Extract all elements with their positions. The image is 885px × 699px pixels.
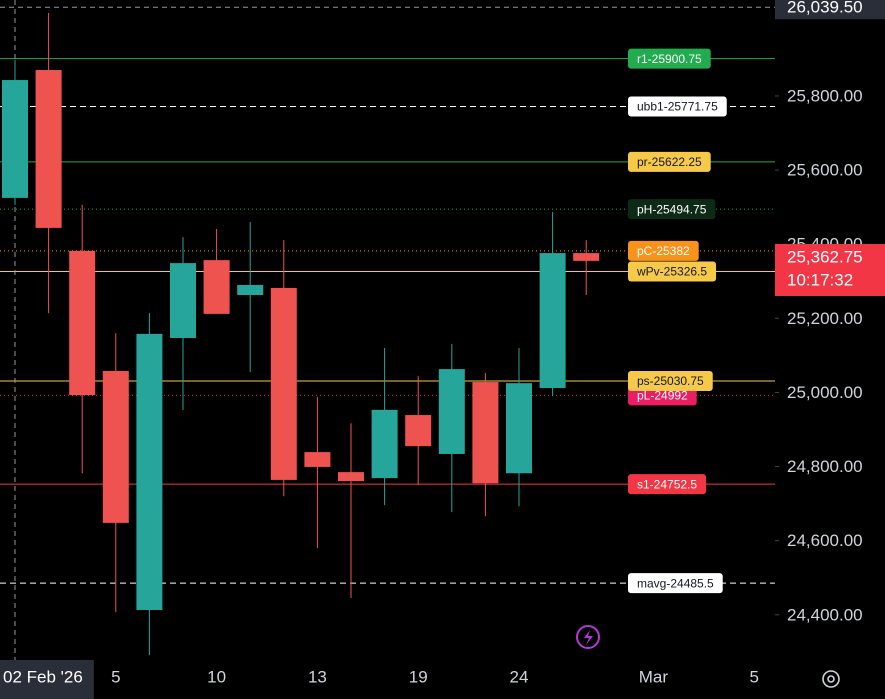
x-tick-label: 24 <box>510 667 529 686</box>
y-tick-label: 24,600.00 <box>787 531 863 550</box>
alert-icon[interactable] <box>576 625 600 649</box>
y-tick-label: 24,800.00 <box>787 457 863 476</box>
candle-body <box>35 70 62 228</box>
level-tag-box <box>628 240 699 261</box>
level-tag-label: ps-25030.75 <box>637 374 704 388</box>
crosshair-price-box <box>775 0 885 20</box>
candle-body <box>270 287 297 480</box>
candle-body <box>203 260 230 314</box>
candle-body <box>69 250 96 396</box>
candle-body <box>136 333 163 610</box>
settings-icon[interactable] <box>822 670 840 688</box>
level-tag: ubb1-25771.75 <box>628 96 727 117</box>
level-tag: wPv-25326.5 <box>628 261 717 282</box>
level-tag-box <box>628 151 711 172</box>
last-price-box <box>775 244 885 297</box>
level-tag-label: ubb1-25771.75 <box>637 100 718 114</box>
x-tick-label: 5 <box>111 667 120 686</box>
x-tick-label: 10 <box>207 667 226 686</box>
crosshair-date-box <box>0 660 94 699</box>
candle-body <box>102 370 129 523</box>
level-tag-label: pr-25622.25 <box>637 155 702 169</box>
x-tick-label: 13 <box>308 667 327 686</box>
candle-body <box>438 369 465 454</box>
level-tag-box <box>628 371 713 392</box>
level-tag: pH-25494.75 <box>628 199 716 220</box>
y-tick-label: 25,800.00 <box>787 86 863 105</box>
x-tick-label: 19 <box>409 667 428 686</box>
level-tag: r1-25900.75 <box>628 48 711 69</box>
level-tag: ps-25030.75 <box>628 371 713 392</box>
level-tag-box <box>628 261 717 282</box>
level-tag-box <box>628 199 716 220</box>
x-tick-label: Mar <box>639 667 669 686</box>
level-tag-box <box>628 474 707 495</box>
level-tag: mavg-24485.5 <box>628 573 723 594</box>
level-tag-label: pH-25494.75 <box>637 202 707 216</box>
level-tag: pC-25382 <box>628 240 699 261</box>
candle-body <box>539 253 566 388</box>
x-tick-label: 02 Feb '26 <box>3 667 83 686</box>
candle-body <box>506 383 532 474</box>
countdown: 10:17:32 <box>787 270 853 289</box>
candle-body <box>371 409 398 479</box>
y-tick-label: 25,000.00 <box>787 383 863 402</box>
level-tag: pr-25622.25 <box>628 151 711 172</box>
x-tick-label: 5 <box>749 667 758 686</box>
level-tag-label: pL-24992 <box>637 389 688 403</box>
candle-body <box>304 452 331 467</box>
candle-body <box>237 284 264 295</box>
candle-body <box>338 472 364 482</box>
candle-body <box>573 253 600 261</box>
candle-body <box>170 263 196 338</box>
y-tick-label: 24,400.00 <box>787 605 863 624</box>
level-tag-box <box>628 573 723 594</box>
last-price-label: 25,362.75 <box>787 247 863 266</box>
candle-body <box>2 80 28 198</box>
y-tick-label: 25,200.00 <box>787 309 863 328</box>
level-tag-label: r1-25900.75 <box>637 52 702 66</box>
level-tag-label: mavg-24485.5 <box>637 576 714 590</box>
level-tag-box <box>628 48 711 69</box>
candle-body <box>405 415 432 447</box>
y-tick-label: 25,600.00 <box>787 161 863 180</box>
level-tag-box <box>628 96 727 117</box>
level-tag-label: pC-25382 <box>637 244 690 258</box>
level-tag: s1-24752.5 <box>628 474 707 495</box>
crosshair-price-label: 26,039.50 <box>787 0 863 17</box>
level-tag-label: s1-24752.5 <box>637 477 697 491</box>
level-tag-label: wPv-25326.5 <box>636 265 707 279</box>
candle-body <box>472 382 499 484</box>
